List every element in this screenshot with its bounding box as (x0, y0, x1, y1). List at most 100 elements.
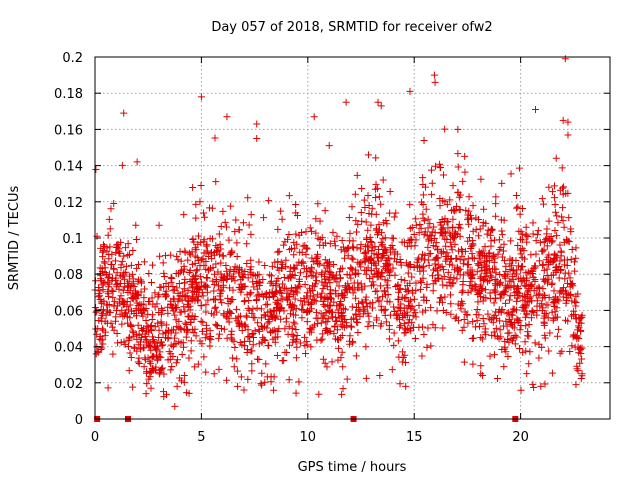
data-point (427, 304, 435, 312)
data-point (349, 237, 357, 245)
data-point (203, 325, 211, 333)
data-point (552, 268, 560, 276)
data-point (190, 315, 198, 323)
data-point (192, 332, 200, 340)
data-point (544, 314, 552, 322)
data-point (415, 254, 423, 262)
data-point (543, 230, 551, 238)
data-point (167, 366, 175, 374)
data-point (366, 233, 374, 241)
data-point (293, 240, 301, 248)
data-point (275, 304, 283, 312)
data-point (492, 200, 500, 208)
data-point (133, 335, 141, 343)
data-point (340, 294, 348, 302)
data-point (286, 310, 294, 318)
data-point (255, 340, 263, 348)
data-point (365, 256, 373, 264)
data-point (449, 182, 457, 190)
data-point (293, 332, 301, 340)
data-point (424, 215, 432, 223)
data-point (533, 311, 541, 319)
data-point (137, 288, 145, 296)
data-point (469, 360, 477, 368)
data-point (505, 277, 513, 285)
data-point (533, 231, 541, 239)
data-point (200, 353, 208, 361)
data-point (143, 380, 151, 388)
data-point (126, 349, 134, 357)
data-point (525, 285, 533, 293)
data-point (572, 381, 580, 389)
data-point (465, 193, 473, 201)
data-point (334, 336, 342, 344)
data-point (138, 301, 146, 309)
y-tick-label: 0.06 (54, 304, 83, 319)
data-point (404, 269, 412, 277)
data-point (213, 308, 221, 316)
data-point (167, 301, 175, 309)
data-point (293, 211, 301, 219)
data-point (171, 402, 179, 410)
data-point (553, 232, 561, 240)
data-point (560, 183, 568, 191)
data-point (406, 224, 414, 232)
data-point (102, 270, 110, 278)
data-point (244, 274, 252, 282)
data-point (239, 219, 247, 227)
data-point (187, 318, 195, 326)
data-point (402, 326, 410, 334)
data-point (306, 224, 314, 232)
data-point (192, 246, 200, 254)
data-point (521, 338, 529, 346)
data-point (324, 315, 332, 323)
data-point (346, 229, 354, 237)
data-point (146, 373, 154, 381)
data-point (410, 263, 418, 271)
data-point (377, 320, 385, 328)
data-point (465, 234, 473, 242)
data-point (530, 384, 538, 392)
data-point (115, 285, 123, 293)
data-point (491, 236, 499, 244)
data-point (309, 292, 317, 300)
data-point (281, 348, 289, 356)
data-point (331, 287, 339, 295)
data-point (133, 299, 141, 307)
data-point (540, 246, 548, 254)
data-point (573, 362, 581, 370)
x-tick-label: 5 (197, 430, 205, 445)
data-point (273, 312, 281, 320)
data-point (349, 243, 357, 251)
data-point (319, 330, 327, 338)
data-point (223, 267, 231, 275)
data-point (339, 363, 347, 371)
data-point (545, 217, 553, 225)
data-point (482, 252, 490, 260)
data-point (535, 283, 543, 291)
data-point (215, 334, 223, 342)
data-point (434, 245, 442, 253)
data-point (308, 254, 316, 262)
data-point (469, 237, 477, 245)
data-point (372, 226, 380, 234)
data-point (314, 200, 322, 208)
data-point (213, 278, 221, 286)
data-point (507, 237, 515, 245)
data-point (153, 339, 161, 347)
data-point (405, 287, 412, 295)
data-point (420, 230, 428, 238)
data-point (319, 355, 327, 363)
data-point (235, 264, 243, 272)
data-point (409, 323, 417, 331)
data-point (303, 338, 311, 346)
data-point (99, 326, 107, 334)
data-point (207, 309, 215, 317)
data-point (475, 261, 483, 269)
data-point (548, 369, 556, 377)
data-point (493, 374, 501, 382)
data-point (527, 314, 535, 322)
data-point (485, 315, 493, 323)
data-point (240, 298, 248, 306)
